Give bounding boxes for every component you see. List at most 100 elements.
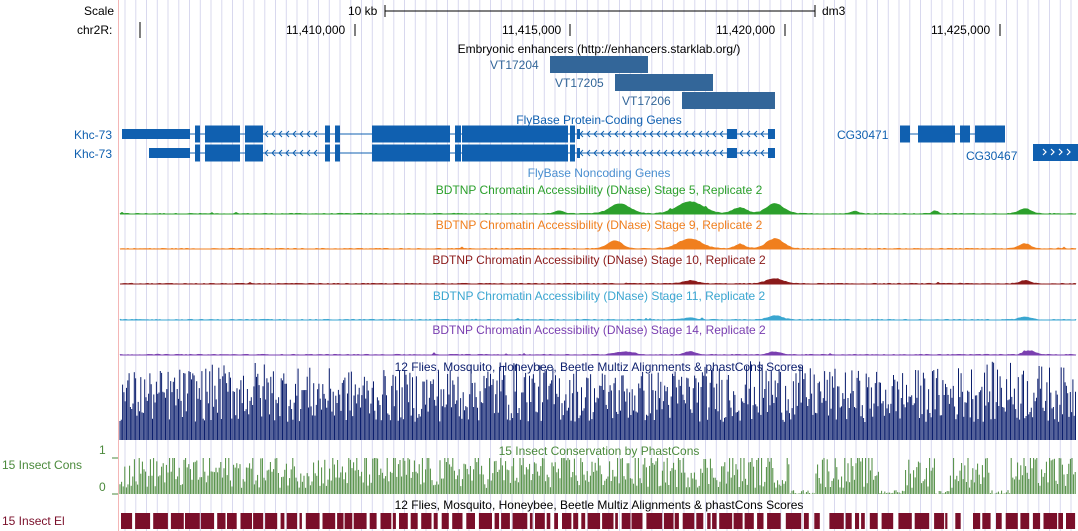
conserved-element[interactable]	[898, 513, 912, 529]
conserved-element[interactable]	[478, 513, 492, 529]
gene-exon[interactable]	[975, 125, 1005, 143]
conserved-element[interactable]	[135, 513, 151, 529]
conserved-element[interactable]	[682, 513, 695, 529]
enhancers-track[interactable]	[550, 56, 775, 109]
conserved-element[interactable]	[153, 513, 168, 529]
conserved-element[interactable]	[982, 513, 991, 529]
conserved-element[interactable]	[344, 513, 353, 529]
noncoding-genes-track-title[interactable]: FlyBase Noncoding Genes	[527, 166, 671, 180]
conserved-element[interactable]	[719, 513, 733, 529]
gene-exon[interactable]	[577, 148, 580, 158]
gene-exon[interactable]	[205, 144, 240, 162]
gene-exon[interactable]	[455, 144, 461, 162]
conserved-element[interactable]	[587, 513, 601, 529]
enhancer-feature-vt17206[interactable]	[682, 92, 775, 109]
conserved-element[interactable]	[529, 513, 533, 529]
conserved-element[interactable]	[934, 513, 945, 529]
gene-exon[interactable]	[195, 125, 200, 143]
gene-label-khc-73[interactable]: Khc-73	[74, 128, 113, 142]
base-position-ruler[interactable]	[139, 5, 1001, 38]
conserved-elements-blocks[interactable]	[121, 513, 1076, 529]
conserved-element[interactable]	[973, 513, 981, 529]
conserved-element[interactable]	[696, 513, 704, 529]
conserved-element[interactable]	[829, 513, 844, 529]
conserved-element[interactable]	[1058, 513, 1063, 529]
conserved-element[interactable]	[410, 513, 418, 529]
conserved-element[interactable]	[1066, 513, 1076, 529]
gene-exon[interactable]	[768, 129, 775, 139]
gene-exon[interactable]	[462, 125, 568, 143]
conserved-element[interactable]	[646, 513, 663, 529]
dnase-stage14-title[interactable]: BDTNP Chromatin Accessibility (DNase) St…	[432, 323, 766, 337]
conserved-element[interactable]	[945, 513, 948, 529]
conserved-element[interactable]	[494, 513, 500, 529]
conserved-element[interactable]	[554, 513, 558, 529]
conserved-element[interactable]	[803, 513, 809, 529]
gene-exon[interactable]	[455, 125, 461, 143]
gene-exon[interactable]	[727, 129, 737, 139]
conserved-element[interactable]	[185, 513, 200, 529]
conserved-element[interactable]	[674, 513, 679, 529]
conserved-element[interactable]	[615, 513, 618, 529]
conserved-element[interactable]	[845, 513, 852, 529]
conserved-element[interactable]	[369, 513, 377, 529]
cons-track-label[interactable]: 15 Insect Cons	[2, 458, 83, 472]
conserved-element[interactable]	[452, 513, 463, 529]
dnase-stage9-title[interactable]: BDTNP Chromatin Accessibility (DNase) St…	[435, 218, 763, 232]
conserved-element[interactable]	[170, 513, 184, 529]
conserved-element[interactable]	[785, 513, 802, 529]
conserved-element[interactable]	[1005, 513, 1018, 529]
gene-exon[interactable]	[245, 125, 263, 143]
enhancer-feature-vt17204[interactable]	[550, 56, 648, 73]
conserved-element[interactable]	[253, 513, 264, 529]
conserved-element[interactable]	[265, 513, 278, 529]
conserved-element[interactable]	[399, 513, 408, 529]
conserved-element[interactable]	[1020, 513, 1030, 529]
enhancer-feature-vt17205[interactable]	[615, 74, 713, 91]
conserved-element[interactable]	[861, 513, 865, 529]
multiz-track-title[interactable]: 12 Flies, Mosquito, Honeybee, Beetle Mul…	[394, 360, 804, 374]
conserved-element[interactable]	[631, 513, 643, 529]
conserved-element[interactable]	[299, 513, 302, 529]
cons-track-title[interactable]: 15 Insect Conservation by PhastCons	[498, 444, 700, 458]
enhancers-track-title[interactable]: Embryonic enhancers (http://enhancers.st…	[457, 42, 741, 56]
conserved-element[interactable]	[286, 513, 298, 529]
gene-exon[interactable]	[335, 144, 340, 162]
enhancer-label-vt17206[interactable]: VT17206	[622, 94, 671, 108]
gene-exon[interactable]	[960, 125, 970, 143]
conserved-element[interactable]	[240, 513, 253, 529]
enhancer-label-vt17204[interactable]: VT17204	[490, 58, 539, 72]
gene-exon[interactable]	[570, 144, 575, 162]
conserved-element[interactable]	[757, 513, 764, 529]
gene-exon[interactable]	[372, 144, 450, 162]
gene-exon[interactable]	[325, 125, 330, 143]
conserved-element[interactable]	[421, 513, 432, 529]
enhancer-label-vt17205[interactable]: VT17205	[555, 76, 604, 90]
conserved-element[interactable]	[602, 513, 614, 529]
gene-exon[interactable]	[918, 125, 955, 143]
conserved-element[interactable]	[353, 513, 367, 529]
conserved-element[interactable]	[227, 513, 237, 529]
gene-exon[interactable]	[900, 125, 910, 143]
elements-track-label[interactable]: 15 Insect El	[2, 514, 65, 528]
conserved-element[interactable]	[217, 513, 226, 529]
conserved-element[interactable]	[663, 513, 674, 529]
dnase-stage10-title[interactable]: BDTNP Chromatin Accessibility (DNase) St…	[432, 253, 766, 267]
conserved-element[interactable]	[581, 513, 586, 529]
conserved-element[interactable]	[914, 513, 930, 529]
conserved-element[interactable]	[733, 513, 743, 529]
conserved-element[interactable]	[535, 513, 545, 529]
gene-label-cg30471[interactable]: CG30471	[837, 128, 889, 142]
coding-genes-track-title[interactable]: FlyBase Protein-Coding Genes	[516, 113, 682, 127]
conserved-element[interactable]	[466, 513, 475, 529]
gene-exon[interactable]	[372, 125, 450, 143]
gene-exon[interactable]	[122, 129, 190, 139]
conserved-element[interactable]	[744, 513, 754, 529]
gene-exon[interactable]	[462, 144, 568, 162]
conserved-element[interactable]	[337, 513, 344, 529]
gene-exon[interactable]	[245, 144, 263, 162]
dnase-stage11-title[interactable]: BDTNP Chromatin Accessibility (DNase) St…	[432, 289, 766, 303]
gene-exon[interactable]	[195, 144, 200, 162]
conserved-element[interactable]	[501, 513, 510, 529]
conserved-element[interactable]	[322, 513, 336, 529]
